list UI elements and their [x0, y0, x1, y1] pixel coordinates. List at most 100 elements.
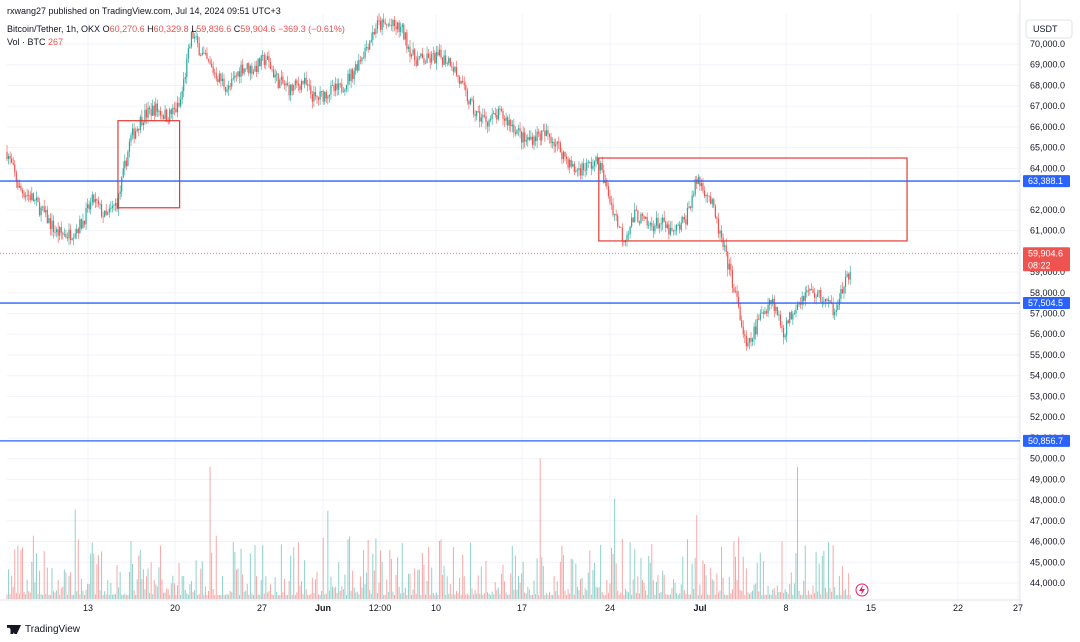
volume-bar — [376, 593, 378, 599]
volume-bar — [9, 594, 11, 599]
candle-body — [131, 128, 134, 136]
candle-body — [728, 263, 730, 270]
volume-bar — [759, 552, 761, 599]
candle-body — [691, 195, 693, 208]
candle-body — [198, 43, 200, 56]
price-tick-label: 46,000.0 — [1030, 537, 1065, 547]
volume-bar — [8, 569, 10, 599]
candle-body — [249, 65, 251, 74]
volume-bar — [600, 544, 602, 599]
time-tick-label: 17 — [517, 603, 527, 613]
horizontal-level-lines[interactable] — [0, 180, 1020, 442]
candle-body — [29, 195, 31, 201]
volume-bar — [17, 545, 19, 599]
volume-bar — [232, 541, 234, 599]
volume-bar — [683, 590, 685, 599]
time-axis[interactable]: 13 20 27 Jun 12:00 10 17 24 Jul 8 15 22 27 — [83, 603, 1023, 613]
volume-bar — [104, 591, 106, 599]
volume-bar — [679, 593, 681, 599]
volume-bar — [265, 576, 267, 599]
symbol-legend[interactable]: Bitcoin/Tether, 1h, OKX O60,270.6 H60,32… — [7, 24, 345, 34]
volume-bar — [663, 574, 665, 599]
volume-bar — [702, 560, 704, 599]
volume-bar — [147, 568, 149, 599]
volume-bar — [792, 594, 794, 599]
volume-bar — [124, 593, 126, 599]
candle-body — [355, 64, 357, 72]
volume-bar — [415, 593, 417, 599]
price-axis[interactable]: 70,000.0 69,000.0 68,000.0 67,000.0 66,000.0… — [1023, 39, 1070, 588]
candle-body — [113, 205, 115, 207]
candle-body — [710, 196, 712, 204]
volume-bar — [370, 593, 372, 599]
volume-bar — [581, 577, 583, 599]
currency-button[interactable]: USDT — [1025, 19, 1073, 39]
candle-body — [390, 25, 392, 27]
volume-bar — [277, 594, 279, 599]
candle-body — [584, 170, 586, 171]
price-tick-label: 48,000.0 — [1030, 495, 1065, 505]
candle-body — [823, 301, 825, 303]
candle-body — [133, 128, 135, 139]
volume-bar — [152, 594, 154, 599]
candle-body — [646, 217, 648, 226]
volume-bar — [566, 595, 568, 599]
volume-bar — [691, 563, 693, 599]
volume-bar — [280, 544, 282, 599]
volume-bar — [85, 589, 87, 599]
candle-body — [327, 96, 329, 99]
volume-bar — [423, 564, 425, 599]
volume-bar — [378, 582, 380, 599]
candle-body — [37, 197, 39, 203]
candle-body — [235, 75, 237, 77]
volume-bar — [381, 561, 383, 599]
candle-body — [782, 327, 785, 338]
volume-bar — [102, 594, 104, 599]
volume-bar — [283, 579, 285, 599]
candle-body — [341, 83, 343, 93]
candle-body — [463, 82, 465, 86]
volume-bar — [460, 594, 462, 599]
volume-bar — [356, 591, 358, 599]
candle-body — [118, 193, 120, 210]
volume-bar — [246, 583, 248, 599]
volume-bar — [440, 539, 442, 599]
volume-label: Vol · BTC — [7, 37, 46, 47]
volume-bar — [818, 563, 820, 599]
lightning-icon[interactable] — [855, 583, 869, 597]
volume-bar — [550, 594, 552, 599]
volume-bar — [496, 589, 498, 599]
volume-bar — [466, 593, 468, 599]
volume-bar — [293, 547, 295, 599]
candle-body — [641, 213, 644, 216]
volume-legend[interactable]: Vol · BTC 267 — [7, 37, 63, 47]
candle-body — [832, 303, 834, 316]
candle-body — [206, 53, 208, 60]
volume-bar — [686, 539, 688, 599]
candle-body — [175, 108, 177, 113]
candle-body — [640, 213, 642, 224]
published-caption: rxwang27 published on TradingView.com, J… — [7, 6, 281, 16]
volume-bar — [252, 595, 254, 599]
candle-body — [589, 161, 591, 163]
volume-bar — [285, 594, 287, 599]
candle-body — [344, 89, 346, 92]
volume-bar — [783, 593, 785, 599]
volume-bar — [212, 589, 214, 599]
candle-body — [750, 337, 752, 342]
candle-body — [645, 217, 647, 219]
volume-bar — [128, 571, 130, 599]
volume-bar — [383, 594, 385, 599]
candle-body — [776, 306, 778, 316]
candle-body — [829, 300, 831, 303]
candle-body — [471, 98, 473, 101]
volume-bar — [553, 576, 555, 599]
volume-bar — [456, 590, 457, 599]
volume-bar — [375, 538, 377, 599]
rectangle-drawings[interactable] — [117, 120, 908, 242]
volume-bar — [14, 549, 16, 599]
candle-body — [59, 227, 61, 236]
candle-body — [114, 203, 117, 206]
candle-body — [545, 130, 547, 136]
